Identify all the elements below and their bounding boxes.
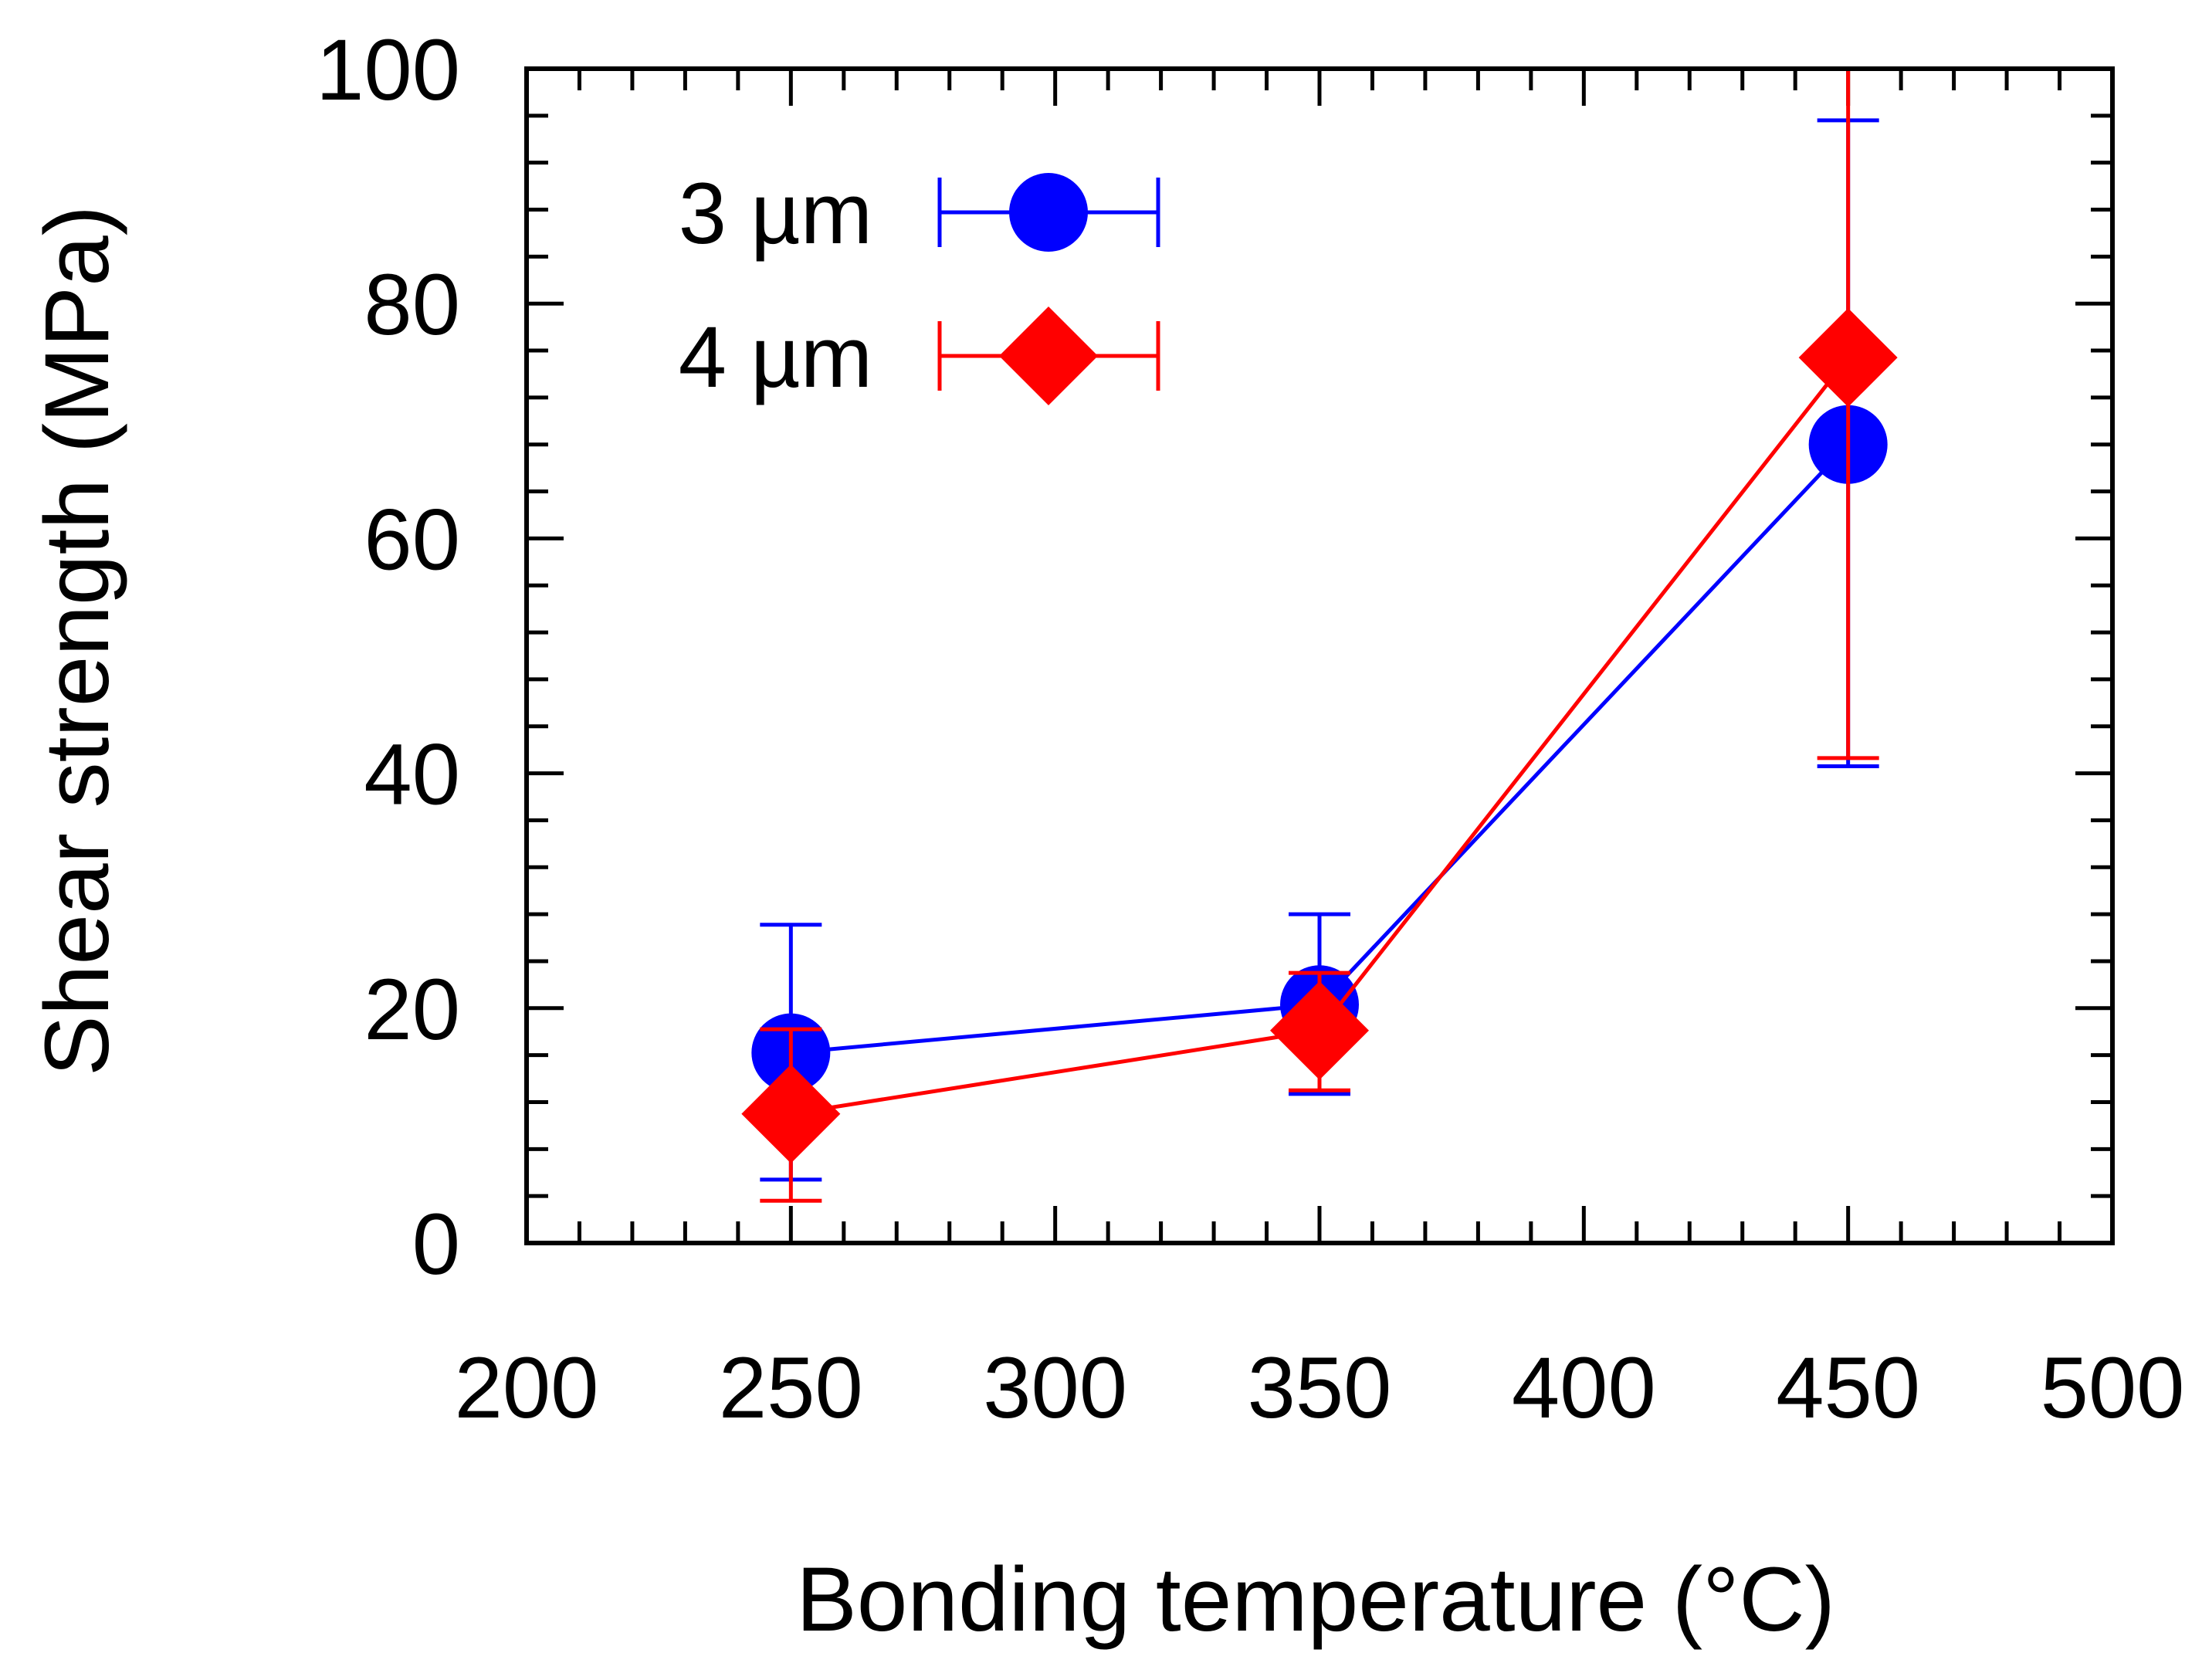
y-tick-label: 20: [364, 961, 460, 1058]
x-tick-label: 300: [983, 1340, 1127, 1436]
y-tick-label: 60: [364, 491, 460, 588]
x-tick-label: 450: [1776, 1340, 1920, 1436]
legend-marker: [999, 307, 1098, 405]
y-tick-label: 40: [364, 727, 460, 823]
y-tick-label: 0: [412, 1196, 460, 1292]
legend: 3 µm 4 µm: [679, 165, 1160, 405]
legend-label: 4 µm: [679, 309, 872, 405]
data-point: [1270, 981, 1369, 1080]
plot-frame: [524, 66, 2115, 1245]
x-axis-title: Bonding temperature (°C): [796, 1549, 1835, 1651]
y-tick-label: 100: [316, 22, 460, 118]
x-tick-label: 500: [2041, 1340, 2185, 1436]
x-tick-label: 250: [719, 1340, 863, 1436]
data-point: [1798, 308, 1898, 408]
legend-item: 3 µm: [679, 165, 1160, 262]
series-2: [741, 66, 1898, 1203]
y-axis-title: Shear strength (MPa): [26, 205, 128, 1076]
x-tick-label: 200: [455, 1340, 599, 1436]
x-tick-label: 400: [1512, 1340, 1656, 1436]
data-series: [741, 66, 1898, 1203]
axis-tick-labels: 200 250 300 350 400 450 500 0 20 40 60 80 100: [316, 22, 2184, 1436]
y-tick-label: 80: [364, 256, 460, 353]
x-tick-label: 350: [1248, 1340, 1392, 1436]
data-point: [741, 1064, 841, 1163]
legend-marker: [1009, 173, 1088, 252]
legend-label: 3 µm: [679, 165, 872, 262]
legend-item: 4 µm: [679, 307, 1160, 405]
